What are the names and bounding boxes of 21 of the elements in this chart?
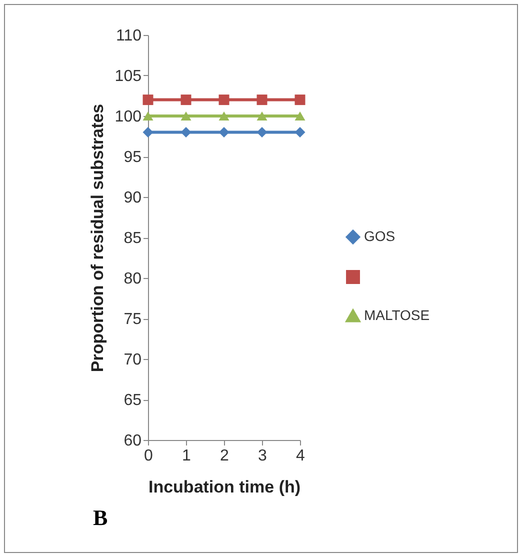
y-tick-label: 75 (124, 311, 142, 328)
y-tick-label: 95 (124, 149, 142, 166)
x-tick-label: 4 (296, 448, 306, 464)
x-tick-label: 1 (182, 448, 192, 464)
y-tick-label: 65 (124, 392, 142, 409)
x-tick-label: 3 (258, 448, 268, 464)
x-axis-title: Incubation time (h) (148, 478, 301, 496)
y-axis-title: Proportion of residual substrates (88, 104, 107, 372)
x-tick-label: 0 (144, 448, 154, 464)
legend-label: MALTOSE (364, 307, 430, 323)
y-tick-label: 100 (114, 108, 142, 126)
y-tick-label: 60 (124, 432, 142, 450)
x-tick-label: 2 (220, 448, 230, 464)
y-tick-label: 85 (124, 230, 142, 247)
y-tick-label: 80 (124, 270, 142, 288)
y-tick-label: 105 (114, 68, 142, 85)
legend-label: GOS (364, 228, 396, 244)
y-tick-label: 70 (124, 352, 142, 368)
y-tick-label: 90 (124, 190, 142, 206)
text: B (93, 505, 108, 531)
y-tick-label: 110 (116, 28, 142, 44)
